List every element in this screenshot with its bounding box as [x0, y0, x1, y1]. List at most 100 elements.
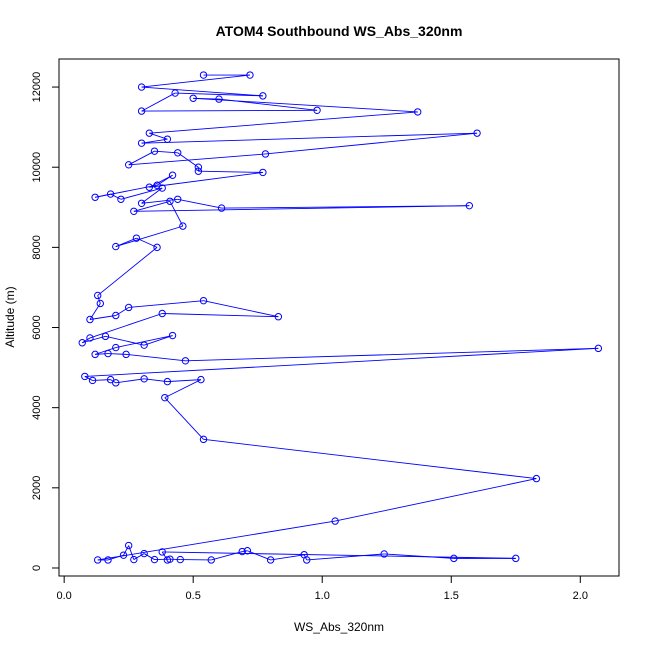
- series-segment: [335, 478, 537, 522]
- series-segment: [162, 313, 279, 318]
- series-segment: [133, 553, 145, 560]
- series-segment: [193, 97, 418, 113]
- data-point: [96, 299, 104, 308]
- series-segment: [89, 315, 116, 320]
- x-tick-label: 1.0: [315, 590, 330, 602]
- series-segment: [115, 378, 145, 384]
- series-segment: [306, 553, 385, 561]
- series-segment: [242, 550, 248, 552]
- data-point: [140, 341, 148, 349]
- series-segment: [141, 198, 178, 204]
- x-axis: 0.0 0.5 1.0 1.5 2.0: [57, 575, 588, 602]
- series-segment: [128, 150, 155, 166]
- series-segment: [175, 92, 263, 97]
- series-segment: [84, 376, 93, 381]
- chart-title: ATOM4 Southbound WS_Abs_320nm: [216, 23, 463, 39]
- data-point: [594, 344, 603, 353]
- data-point: [197, 375, 205, 384]
- data-point: [130, 207, 138, 215]
- series-segment: [203, 300, 279, 318]
- data-point: [137, 139, 146, 147]
- series-segment: [110, 193, 122, 200]
- data-point: [91, 193, 99, 201]
- data-point: [119, 551, 128, 559]
- series-segment: [128, 545, 135, 560]
- data-point: [137, 107, 146, 115]
- series-segment: [149, 171, 263, 188]
- x-axis-label: WS_Abs_320nm: [294, 620, 384, 634]
- data-point: [158, 309, 166, 318]
- series-segment: [105, 335, 145, 346]
- data-point: [91, 350, 99, 359]
- data-point: [106, 190, 115, 198]
- series-segment: [265, 132, 478, 155]
- data-point: [94, 291, 102, 300]
- data-point: [163, 135, 172, 143]
- data-point: [512, 554, 520, 563]
- y-tick-label: 12000: [31, 72, 43, 103]
- data-point: [473, 129, 481, 137]
- series-segment: [115, 225, 184, 247]
- data-point: [259, 92, 267, 100]
- data-point: [163, 377, 172, 386]
- series-segment: [247, 550, 271, 561]
- series-points: [78, 71, 603, 564]
- data-point: [137, 83, 146, 91]
- data-point: [94, 556, 102, 564]
- series-segment: [149, 111, 418, 134]
- data-point: [313, 106, 321, 114]
- series-segment: [136, 237, 158, 248]
- series-segment: [89, 313, 163, 339]
- data-point: [104, 349, 112, 358]
- data-point: [78, 339, 86, 347]
- data-point: [199, 296, 208, 305]
- data-point: [150, 555, 159, 564]
- data-point: [158, 548, 166, 556]
- data-point: [207, 556, 215, 564]
- data-point: [532, 474, 541, 483]
- data-point: [132, 234, 141, 242]
- series-segment: [177, 152, 199, 168]
- series-segment: [82, 335, 106, 344]
- data-point: [274, 312, 283, 321]
- data-point: [86, 315, 94, 324]
- series-segment: [198, 170, 263, 173]
- series-segment: [128, 153, 266, 166]
- data-point: [88, 376, 97, 385]
- series-segment: [143, 553, 155, 560]
- data-point: [238, 547, 246, 556]
- data-point: [86, 334, 94, 342]
- data-point: [450, 554, 458, 563]
- y-tick-label: 6000: [31, 315, 43, 339]
- data-point: [261, 150, 270, 158]
- data-point: [112, 379, 120, 387]
- data-point: [124, 161, 133, 169]
- series-lines: [81, 74, 599, 561]
- data-point: [465, 201, 474, 210]
- data-point: [199, 435, 208, 444]
- y-tick-label: 10000: [31, 152, 43, 183]
- x-tick-label: 0.5: [186, 590, 201, 602]
- data-point: [174, 149, 182, 157]
- data-point: [161, 393, 169, 402]
- data-point: [112, 343, 120, 352]
- data-point: [166, 197, 174, 205]
- series-segment: [154, 150, 178, 154]
- series-segment: [141, 74, 251, 88]
- data-point: [194, 167, 203, 175]
- y-tick-label: 4000: [31, 395, 43, 419]
- series-segment: [141, 92, 176, 112]
- y-axis-label: Altitude (m): [3, 286, 17, 347]
- data-point: [331, 517, 339, 525]
- data-point: [104, 556, 112, 564]
- series-segment: [97, 520, 336, 561]
- data-point: [124, 541, 133, 550]
- data-point: [122, 350, 130, 359]
- data-point: [117, 195, 125, 203]
- plot-frame: [58, 58, 620, 577]
- data-point: [174, 195, 182, 203]
- data-point: [112, 311, 120, 320]
- data-point: [106, 375, 115, 384]
- series-segment: [95, 353, 109, 355]
- series-segment: [141, 138, 168, 144]
